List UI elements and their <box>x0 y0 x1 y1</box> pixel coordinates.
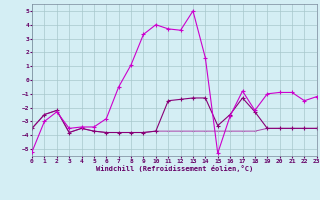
X-axis label: Windchill (Refroidissement éolien,°C): Windchill (Refroidissement éolien,°C) <box>96 165 253 172</box>
